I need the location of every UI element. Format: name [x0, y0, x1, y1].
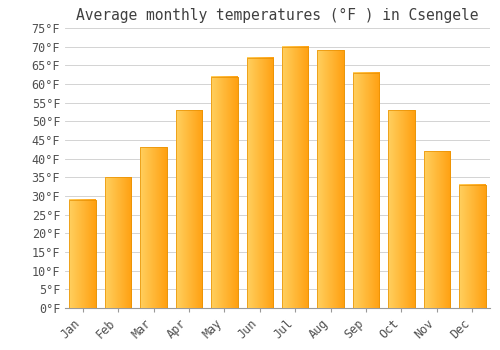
Bar [70, 200, 96, 308]
Bar [282, 47, 308, 308]
Bar [246, 58, 273, 308]
Bar [140, 147, 167, 308]
Bar [176, 110, 202, 308]
Bar [105, 177, 132, 308]
Bar [424, 151, 450, 308]
Bar [388, 110, 414, 308]
Bar [282, 47, 308, 308]
Title: Average monthly temperatures (°F ) in Csengele: Average monthly temperatures (°F ) in Cs… [76, 8, 479, 23]
Bar [140, 147, 167, 308]
Bar [318, 50, 344, 308]
Bar [211, 77, 238, 308]
Bar [459, 185, 485, 308]
Bar [424, 151, 450, 308]
Bar [318, 50, 344, 308]
Bar [459, 185, 485, 308]
Bar [353, 73, 380, 308]
Bar [246, 58, 273, 308]
Bar [70, 200, 96, 308]
Bar [176, 110, 202, 308]
Bar [211, 77, 238, 308]
Bar [388, 110, 414, 308]
Bar [353, 73, 380, 308]
Bar [105, 177, 132, 308]
